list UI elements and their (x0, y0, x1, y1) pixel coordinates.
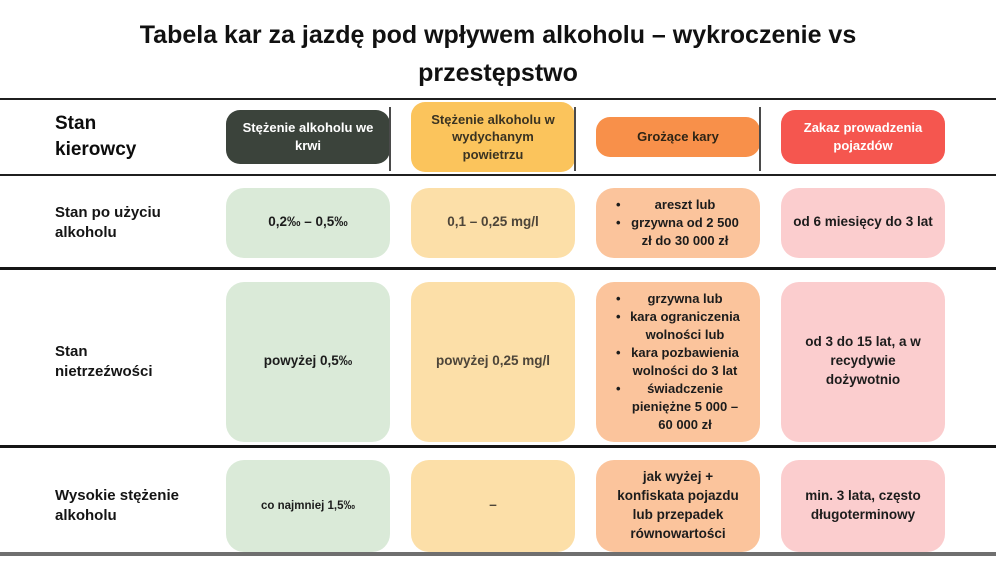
cell-penalties: jak wyżej + konfiskata pojazdu lub przep… (596, 460, 760, 552)
penalty-item: grzywna od 2 500 zł do 30 000 zł (608, 214, 748, 250)
cell-driving-ban: od 6 miesięcy do 3 lat (781, 188, 945, 258)
column-header-penalties: Grożące kary (596, 117, 760, 157)
cell-penalties: grzywna lub kara ograniczenia wolności l… (596, 282, 760, 442)
cell-blood-alcohol: powyżej 0,5‰ (226, 282, 390, 442)
row-label: Stan nietrzeźwości (55, 343, 153, 380)
cell-driving-ban: od 3 do 15 lat, a w recydywie dożywotnio (781, 282, 945, 442)
page-title: Tabela kar za jazdę pod wpływem alkoholu… (139, 21, 857, 87)
row-label: Wysokie stężenie alkoholu (55, 487, 179, 524)
penalties-list: grzywna lub kara ograniczenia wolności l… (608, 290, 748, 434)
penalty-item: świadczenie pieniężne 5 000 – 60 000 zł (608, 380, 748, 434)
penalties-table: Stan kierowcy Stężenie alkoholu we krwi … (0, 98, 996, 556)
cell-penalties: areszt lub grzywna od 2 500 zł do 30 000… (596, 188, 760, 258)
cell-driving-ban: min. 3 lata, często długoterminowy (781, 460, 945, 552)
cell-breath-alcohol: powyżej 0,25 mg/l (411, 282, 575, 442)
cell-blood-alcohol: 0,2‰ – 0,5‰ (226, 188, 390, 258)
header-cell-ban: Zakaz prowadzenia pojazdów (781, 110, 945, 164)
penalty-item: kara ograniczenia wolności lub (608, 308, 748, 344)
header-cell-breath: Stężenie alkoholu w wydychanym powietrzu (411, 101, 575, 173)
table-row-high-concentration: Wysokie stężenie alkoholu co najmniej 1,… (0, 448, 996, 556)
penalty-item: areszt lub (608, 196, 748, 214)
column-header-breath-alcohol: Stężenie alkoholu w wydychanym powietrzu (411, 101, 575, 173)
header-column-divider (574, 107, 576, 171)
penalties-list: areszt lub grzywna od 2 500 zł do 30 000… (608, 196, 748, 250)
cell-breath-alcohol: 0,1 – 0,25 mg/l (411, 188, 575, 258)
column-header-blood-alcohol: Stężenie alkoholu we krwi (226, 110, 390, 164)
table-row-after-alcohol-use: Stan po użyciu alkoholu 0,2‰ – 0,5‰ 0,1 … (0, 176, 996, 270)
cell-breath-alcohol: – (411, 460, 575, 552)
header-cell-penalties: Grożące kary (596, 117, 760, 157)
header-column-divider (759, 107, 761, 171)
header-column-divider (389, 107, 391, 171)
cell-blood-alcohol: co najmniej 1,5‰ (226, 460, 390, 552)
table-row-intoxication: Stan nietrzeźwości powyżej 0,5‰ powyżej … (0, 270, 996, 448)
row-label: Stan po użyciu alkoholu (55, 204, 161, 241)
column-header-driving-ban: Zakaz prowadzenia pojazdów (781, 110, 945, 164)
corner-label: Stan kierowcy (55, 113, 137, 160)
header-row: Stan kierowcy Stężenie alkoholu we krwi … (0, 98, 996, 176)
header-cell-blood: Stężenie alkoholu we krwi (226, 110, 390, 164)
penalty-item: kara pozbawienia wolności do 3 lat (608, 344, 748, 380)
penalty-item: grzywna lub (608, 290, 748, 308)
